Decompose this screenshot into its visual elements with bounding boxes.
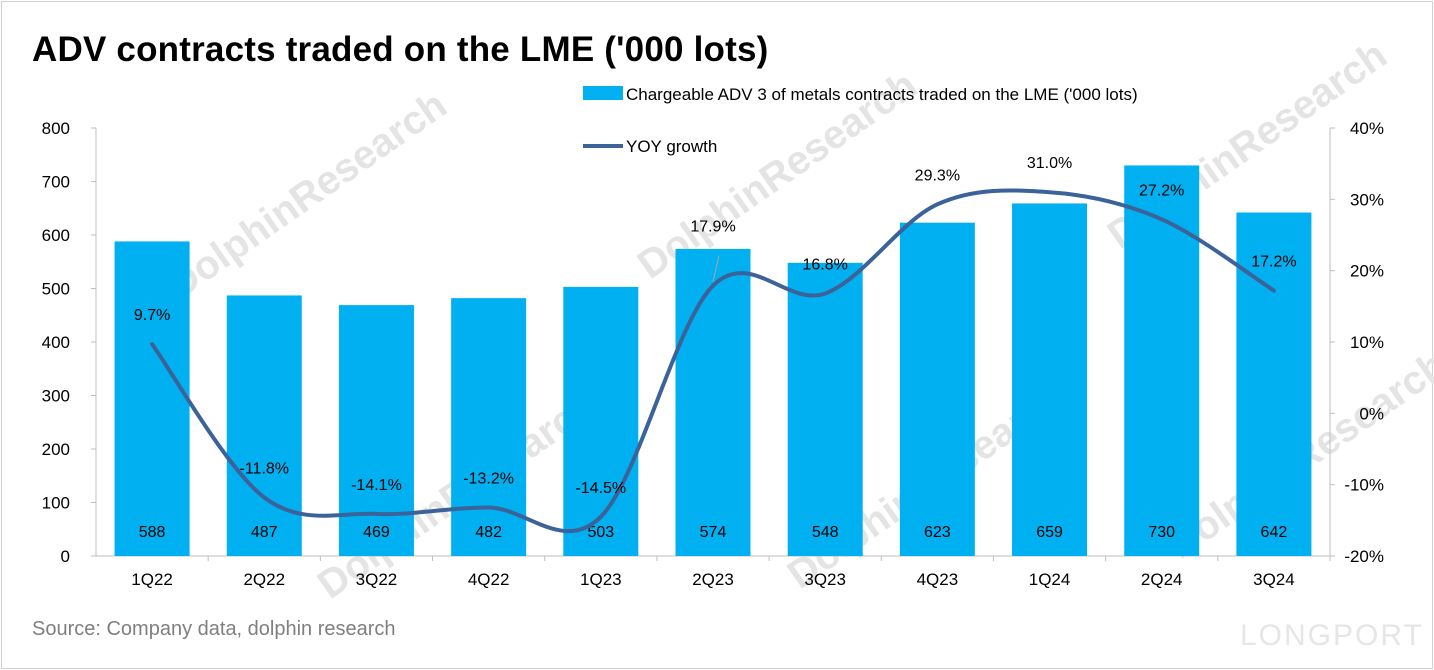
longport-logo: LONGPORT (1240, 619, 1424, 652)
left-axis-tick-label: 300 (42, 387, 70, 406)
line-value-label: -13.2% (463, 470, 514, 487)
x-axis-tick-label: 1Q22 (131, 570, 173, 589)
x-axis-tick-label: 2Q24 (1141, 570, 1183, 589)
left-axis-tick-label: 600 (42, 226, 70, 245)
x-axis-tick-label: 2Q22 (243, 570, 285, 589)
right-axis-tick-label: 10% (1350, 333, 1384, 352)
line-value-label: 27.2% (1139, 182, 1184, 199)
line-value-label: -14.5% (575, 480, 626, 497)
bar-value-label: 487 (251, 524, 278, 541)
bar-2Q24 (1124, 165, 1200, 556)
bar-value-label: 588 (139, 524, 166, 541)
bar-2Q23 (675, 248, 751, 556)
bar-2Q22 (226, 295, 302, 556)
bar-value-label: 659 (1036, 524, 1063, 541)
bar-1Q24 (1012, 203, 1088, 556)
line-value-label: 17.9% (690, 219, 735, 236)
bar-value-label: 642 (1261, 524, 1288, 541)
line-value-label: 16.8% (802, 256, 847, 273)
line-value-label: 9.7% (134, 307, 170, 324)
x-axis-tick-label: 3Q23 (804, 570, 846, 589)
left-axis-tick-label: 700 (42, 173, 70, 192)
x-axis-tick-label: 2Q23 (692, 570, 734, 589)
bar-value-label: 503 (587, 524, 614, 541)
source-note: Source: Company data, dolphin research (32, 618, 396, 640)
watermark-text: DolphinResearch (160, 83, 455, 308)
leader-line (712, 255, 720, 282)
left-axis-tick-label: 100 (42, 494, 70, 513)
line-value-label: 17.2% (1251, 254, 1296, 271)
x-axis-tick-label: 3Q22 (356, 570, 398, 589)
bar-4Q23 (899, 222, 975, 556)
chart-title: ADV contracts traded on the LME ('000 lo… (32, 30, 769, 69)
line-value-label: -11.8% (240, 461, 290, 478)
left-axis-tick-label: 200 (42, 440, 70, 459)
right-axis-tick-label: 0% (1359, 404, 1384, 423)
right-axis-tick-label: -10% (1344, 476, 1384, 495)
x-axis-tick-label: 4Q23 (917, 570, 959, 589)
left-axis-tick-label: 0 (61, 547, 70, 566)
bar-value-label: 623 (924, 524, 951, 541)
right-axis-tick-label: 40% (1350, 119, 1384, 138)
yoy-growth-line (150, 188, 1276, 534)
line-value-label: 29.3% (915, 167, 960, 184)
x-axis-tick-label: 1Q24 (1029, 570, 1071, 589)
right-axis-tick-label: 20% (1350, 262, 1384, 281)
bar-value-label: 730 (1148, 524, 1175, 541)
legend-line-label: YOY growth (626, 137, 717, 156)
bar-value-label: 469 (363, 524, 390, 541)
bar-3Q24 (1236, 212, 1312, 556)
left-axis-tick-label: 500 (42, 280, 70, 299)
x-axis-tick-label: 3Q24 (1253, 570, 1295, 589)
bar-4Q22 (451, 298, 527, 556)
bar-1Q23 (563, 286, 639, 556)
legend-bar-swatch (583, 86, 623, 100)
left-axis-tick-label: 400 (42, 333, 70, 352)
legend-bar-label: Chargeable ADV 3 of metals contracts tra… (626, 85, 1138, 104)
bar-value-label: 482 (475, 524, 502, 541)
line-value-label: 31.0% (1027, 155, 1072, 172)
bar-1Q22 (114, 241, 190, 557)
bar-value-label: 548 (812, 524, 839, 541)
bar-value-label: 574 (700, 524, 727, 541)
right-axis-tick-label: 30% (1350, 190, 1384, 209)
x-axis-tick-label: 4Q22 (468, 570, 510, 589)
bar-3Q22 (338, 305, 414, 556)
right-axis-tick-label: -20% (1344, 547, 1384, 566)
line-value-label: -14.1% (351, 477, 402, 494)
x-axis-tick-label: 1Q23 (580, 570, 622, 589)
left-axis-tick-label: 800 (42, 119, 70, 138)
bar-3Q23 (787, 262, 863, 556)
